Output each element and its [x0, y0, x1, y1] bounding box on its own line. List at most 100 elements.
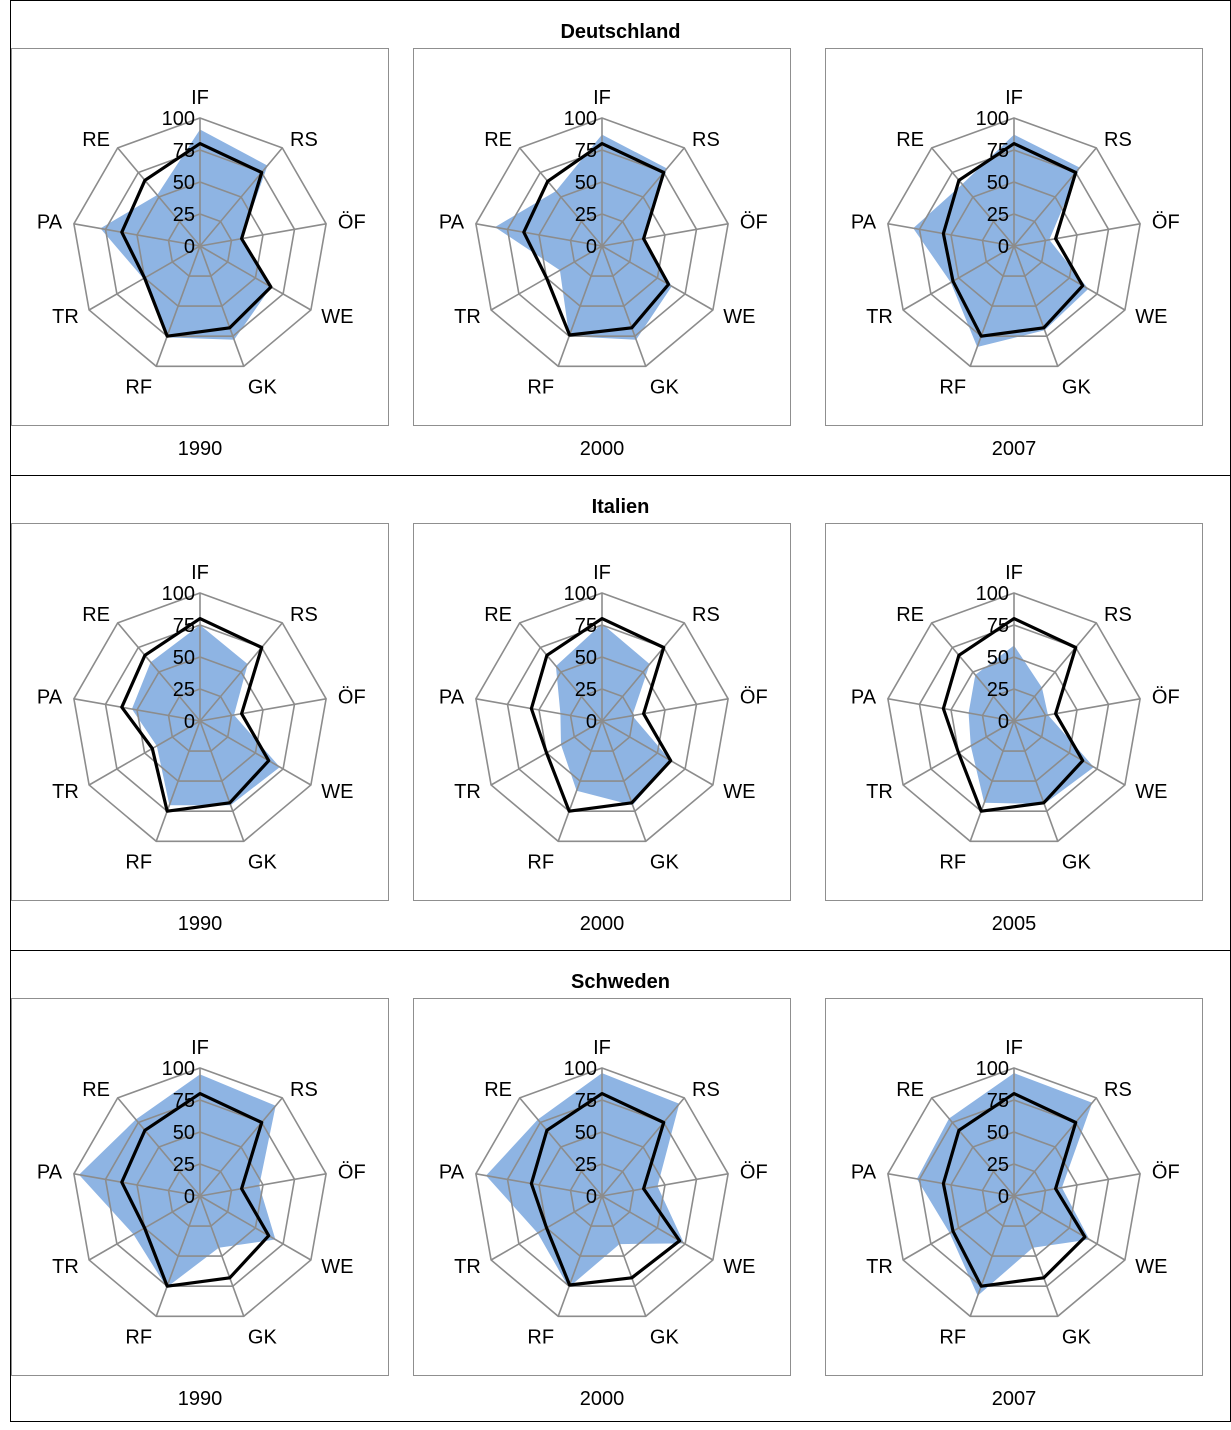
- series-line: [522, 141, 671, 337]
- axis-label--f: ÖF: [740, 687, 768, 709]
- year-label: 2000: [579, 1388, 625, 1410]
- spoke-rf: [969, 245, 1015, 367]
- spoke-we: [199, 1195, 312, 1261]
- axis-label-we: WE: [321, 306, 353, 328]
- spoke-re: [931, 622, 1015, 722]
- axis-label-rs: RS: [1104, 604, 1132, 626]
- spoke-tr: [88, 720, 201, 786]
- axis-label-tr: TR: [454, 306, 481, 328]
- scale-label: 100: [976, 108, 1009, 130]
- axis-label-if: IF: [593, 87, 611, 109]
- spoke-rs: [601, 622, 685, 722]
- scale-label: 0: [998, 711, 1009, 733]
- spoke-pa: [475, 698, 603, 722]
- year-label: 2007: [991, 1388, 1037, 1410]
- axis-label-we: WE: [321, 1256, 353, 1278]
- scale-label: 0: [586, 236, 597, 258]
- axis-label--f: ÖF: [338, 212, 366, 234]
- axis-label-pa: PA: [439, 1162, 465, 1184]
- spoke--f: [601, 1173, 729, 1197]
- scale-label: 0: [184, 236, 195, 258]
- grid-ring-75: [506, 624, 698, 813]
- spoke-gk: [1013, 1195, 1059, 1317]
- grid-ring-75: [918, 149, 1110, 338]
- series-area: [79, 1074, 276, 1288]
- axis-label-re: RE: [484, 129, 512, 151]
- grid-ring-50: [538, 656, 666, 782]
- spoke-rs: [1013, 622, 1097, 722]
- series-line: [941, 1091, 1087, 1288]
- axis-label--f: ÖF: [1152, 212, 1180, 234]
- spoke-gk: [199, 245, 245, 367]
- spoke-re: [931, 147, 1015, 247]
- country-title: Schweden: [571, 971, 670, 993]
- axis-label-rf: RF: [125, 852, 152, 874]
- axis-label-if: IF: [1005, 87, 1023, 109]
- radar-panel-schweden-1990: 0 25 50 75 100 IF RS ÖF WE GK RF TR PA RE: [11, 998, 389, 1376]
- grid-ring-75: [506, 1099, 698, 1288]
- grid-ring-25: [569, 688, 635, 752]
- spoke-rf: [155, 245, 201, 367]
- axis-label-rf: RF: [527, 852, 554, 874]
- spoke-re: [519, 147, 603, 247]
- spoke--f: [1013, 1173, 1141, 1197]
- axis-label-pa: PA: [37, 687, 63, 709]
- scale-label: 25: [987, 204, 1009, 226]
- axis-label-if: IF: [1005, 562, 1023, 584]
- axis-label-if: IF: [191, 87, 209, 109]
- grid-ring-100: [887, 592, 1141, 843]
- axis-label-rf: RF: [939, 852, 966, 874]
- scale-label: 75: [173, 615, 195, 637]
- radar-panel-italien-2000: 0 25 50 75 100 IF RS ÖF WE GK RF TR PA RE: [413, 523, 791, 901]
- spoke--f: [601, 223, 729, 247]
- scale-label: 25: [575, 679, 597, 701]
- grid-ring-25: [167, 1163, 233, 1227]
- spoke-pa: [73, 223, 201, 247]
- spoke-pa: [887, 223, 1015, 247]
- spoke-pa: [887, 1173, 1015, 1197]
- spoke-tr: [902, 245, 1015, 311]
- scale-label: 0: [586, 711, 597, 733]
- scale-label: 0: [586, 1186, 597, 1208]
- spoke-rs: [199, 147, 283, 247]
- spoke-rf: [969, 720, 1015, 842]
- scale-label: 100: [976, 1058, 1009, 1080]
- spoke--f: [1013, 223, 1141, 247]
- scale-label: 100: [162, 583, 195, 605]
- series-line: [941, 616, 1085, 813]
- grid-ring-50: [950, 1131, 1078, 1257]
- axis-label-rs: RS: [290, 129, 318, 151]
- radar-panel-italien-2005: 0 25 50 75 100 IF RS ÖF WE GK RF TR PA RE: [825, 523, 1203, 901]
- scale-label: 50: [575, 647, 597, 669]
- spoke-rf: [557, 720, 603, 842]
- axis-label--f: ÖF: [740, 212, 768, 234]
- axis-label-gk: GK: [248, 852, 278, 874]
- radar-panel-italien-1990: 0 25 50 75 100 IF RS ÖF WE GK RF TR PA RE: [11, 523, 389, 901]
- grid-ring-75: [918, 1099, 1110, 1288]
- spoke-rf: [155, 720, 201, 842]
- scale-label: 75: [987, 615, 1009, 637]
- axis-label-gk: GK: [1062, 377, 1092, 399]
- grid-ring-75: [104, 149, 296, 338]
- axis-label-if: IF: [191, 562, 209, 584]
- spoke-gk: [1013, 720, 1059, 842]
- axis-label-pa: PA: [851, 687, 877, 709]
- series-line: [529, 1091, 682, 1287]
- spoke--f: [1013, 698, 1141, 722]
- series-area: [100, 129, 271, 340]
- axis-label-rf: RF: [527, 377, 554, 399]
- scale-label: 25: [575, 1154, 597, 1176]
- axis-label--f: ÖF: [1152, 1162, 1180, 1184]
- scale-label: 0: [184, 1186, 195, 1208]
- grid-ring-25: [981, 213, 1047, 277]
- axis-label-we: WE: [1135, 1256, 1167, 1278]
- scale-label: 0: [184, 711, 195, 733]
- axis-label-if: IF: [593, 1037, 611, 1059]
- axis-label-tr: TR: [52, 306, 79, 328]
- country-row-deutschland: Deutschland 0 25 50 75 100 IF RS ÖF WE GK RF TR PA RE 1…: [10, 0, 1231, 475]
- spoke-re: [519, 622, 603, 722]
- scale-label: 75: [575, 1090, 597, 1112]
- scale-label: 25: [987, 679, 1009, 701]
